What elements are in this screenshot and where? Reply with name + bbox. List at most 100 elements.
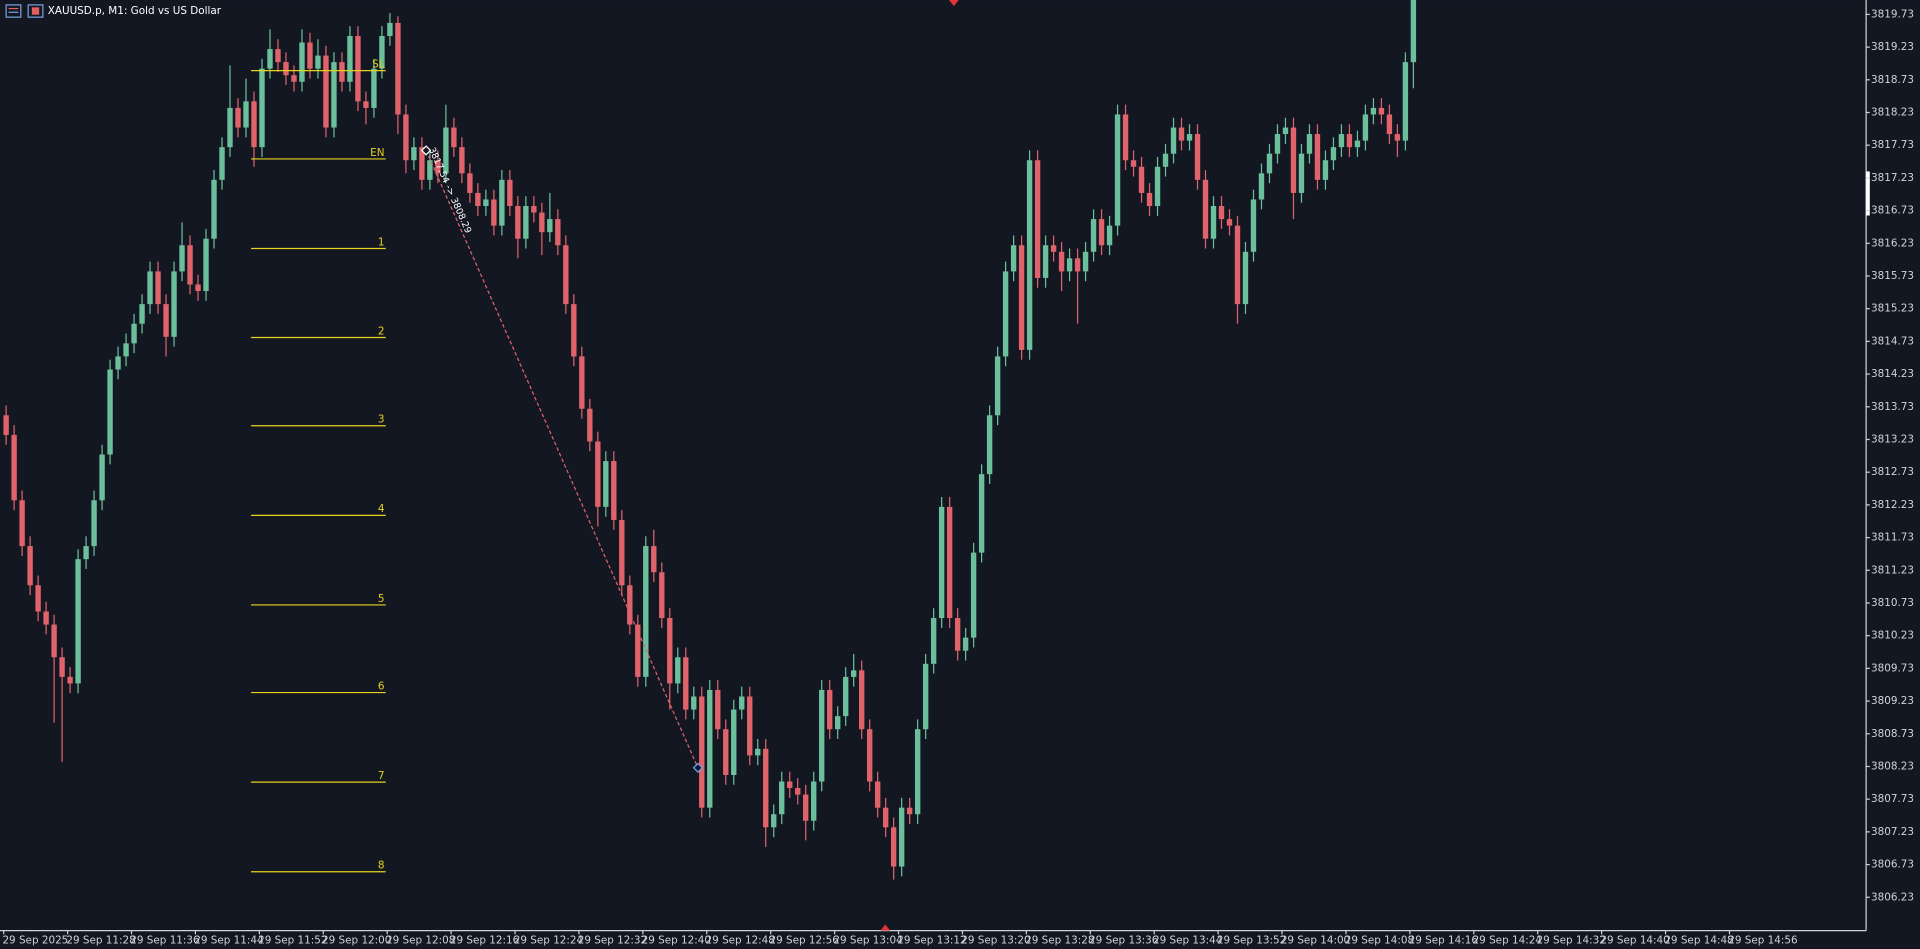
candle-body <box>555 219 561 246</box>
y-tick-label: 3812.23 <box>1871 499 1914 511</box>
candle-body <box>1410 0 1417 63</box>
candle-body <box>11 434 17 501</box>
candle-body <box>747 696 753 756</box>
icon-fill <box>31 7 40 15</box>
candle-body <box>147 271 153 305</box>
level-label: 4 <box>378 503 385 515</box>
level-label: 3 <box>378 414 385 426</box>
candle-body <box>123 343 129 357</box>
candle-body <box>251 101 257 148</box>
candle-body <box>539 212 545 233</box>
icon[interactable] <box>27 4 44 18</box>
candle-body <box>843 676 849 717</box>
candle-body <box>331 62 337 128</box>
y-tick-label: 3810.73 <box>1871 597 1914 609</box>
candle-body <box>107 369 113 455</box>
candle-body <box>1066 258 1073 272</box>
y-tick-label: 3811.73 <box>1871 532 1914 544</box>
candle-body <box>587 408 593 442</box>
candle-body <box>1266 153 1273 174</box>
candle-body <box>819 689 825 782</box>
candle-body <box>914 729 921 815</box>
plot-area <box>3 0 1417 880</box>
candle-body <box>611 461 617 520</box>
x-tick-label: 29 Sep 11:36 <box>130 934 199 946</box>
candle-body <box>699 696 705 808</box>
candle-body <box>866 729 873 782</box>
candle-body <box>1274 134 1281 154</box>
y-tick-label: 3807.23 <box>1871 826 1914 838</box>
candle-body <box>83 546 89 560</box>
level-label: 8 <box>378 860 385 872</box>
candle-body <box>922 663 929 730</box>
candle-body <box>1250 199 1257 252</box>
candle-body <box>731 709 737 775</box>
candle-body <box>1154 166 1161 207</box>
y-tick-label: 3810.23 <box>1871 630 1914 642</box>
candle-body <box>1226 219 1233 226</box>
y-tick-label: 3818.23 <box>1871 106 1914 118</box>
candle-body <box>675 657 681 684</box>
candle-body <box>1050 245 1057 252</box>
candle-body <box>906 807 913 815</box>
candle-body <box>707 689 713 808</box>
level-label: 7 <box>378 770 385 782</box>
candle-body <box>1194 134 1201 180</box>
candle-body <box>371 68 377 108</box>
candle-body <box>683 657 689 710</box>
x-tick-label: 29 Sep 14:56 <box>1728 934 1797 946</box>
candle-body <box>994 356 1001 416</box>
x-tick-label: 29 Sep 14:16 <box>1409 934 1478 946</box>
candle-body <box>131 323 137 344</box>
candle-body <box>547 219 553 233</box>
x-tick-label: 29 Sep 14:48 <box>1664 934 1733 946</box>
candle-body <box>858 670 865 730</box>
x-tick-label: 29 Sep 13:20 <box>961 934 1030 946</box>
x-tick-label: 29 Sep 12:40 <box>642 934 711 946</box>
candle-body <box>1322 160 1329 180</box>
x-tick-label: 29 Sep 13:52 <box>1217 934 1286 946</box>
candle-body <box>91 500 97 547</box>
candle-body <box>755 748 761 756</box>
x-tick-label: 29 Sep 14:24 <box>1473 934 1543 946</box>
toolbar-icons[interactable] <box>5 4 44 18</box>
candle-body <box>115 356 121 370</box>
marker <box>948 0 959 7</box>
candle-body <box>1354 140 1361 148</box>
candle-body <box>1338 134 1345 148</box>
candle-body <box>579 356 585 409</box>
candle-body <box>771 814 777 828</box>
y-tick-label: 3809.23 <box>1871 695 1914 707</box>
x-tick-label: 29 Sep 11:28 <box>66 934 135 946</box>
candle-body <box>659 572 665 619</box>
candle-body <box>850 670 857 677</box>
candle-body <box>1386 114 1393 135</box>
y-tick-label: 3819.73 <box>1871 8 1914 20</box>
candle-body <box>723 729 729 775</box>
candle-body <box>1202 179 1209 239</box>
icon[interactable] <box>5 4 22 18</box>
candle-body <box>1242 251 1249 305</box>
candle-body <box>970 552 977 638</box>
x-tick-label: 29 Sep 11:52 <box>258 934 327 946</box>
candle-body <box>435 160 441 174</box>
candle-body <box>1074 258 1081 272</box>
candle-body <box>954 618 961 651</box>
y-tick-label: 3811.23 <box>1871 564 1914 576</box>
candle-body <box>379 35 385 69</box>
candle-body <box>835 716 841 730</box>
candle-body <box>283 62 289 76</box>
candle-body <box>1090 219 1097 252</box>
level-label: 1 <box>378 236 385 248</box>
candle-body <box>619 519 625 586</box>
candle-body <box>1138 166 1145 193</box>
candle-body <box>1218 206 1225 220</box>
candle-body <box>1026 160 1033 350</box>
candle-body <box>715 689 721 730</box>
candle-body <box>315 55 321 69</box>
candle-body <box>787 781 793 789</box>
candle-body <box>1258 173 1265 200</box>
candle-body <box>75 559 81 684</box>
x-tick-label: 29 Sep 14:00 <box>1281 934 1350 946</box>
